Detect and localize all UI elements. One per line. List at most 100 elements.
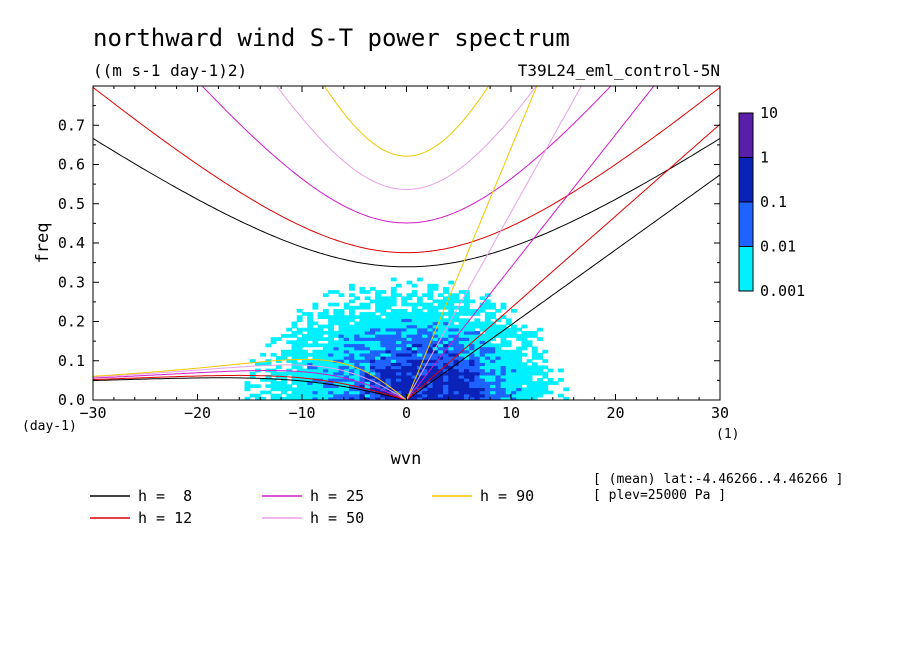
heat-cell xyxy=(422,334,428,338)
heat-cell xyxy=(411,352,418,357)
colorbar-segment xyxy=(738,201,754,247)
heat-cell xyxy=(317,315,324,319)
heat-cell xyxy=(317,368,324,373)
heat-cell xyxy=(411,305,418,310)
heat-cell xyxy=(380,359,387,363)
heat-cell xyxy=(312,368,319,373)
heat-cell xyxy=(416,368,423,373)
heat-cell xyxy=(484,384,491,389)
heat-cell xyxy=(443,334,449,338)
heat-cell xyxy=(416,302,423,307)
heat-cell xyxy=(469,390,476,395)
heat-cell xyxy=(396,378,402,382)
heat-cell xyxy=(469,362,476,367)
heat-cell xyxy=(385,324,392,329)
heat-cell xyxy=(359,362,366,367)
heat-cell xyxy=(249,371,256,376)
heat-cell xyxy=(427,371,434,376)
heat-cell xyxy=(338,343,345,348)
heat-cell xyxy=(281,384,287,389)
heat-cell xyxy=(511,396,517,400)
heat-cell xyxy=(406,324,413,329)
heat-cell xyxy=(458,381,465,385)
heat-cell xyxy=(302,381,308,385)
heat-cell xyxy=(463,343,470,348)
heat-cell xyxy=(369,381,376,385)
heat-cell xyxy=(328,327,334,332)
heat-cell xyxy=(349,346,355,351)
heat-cell xyxy=(343,337,350,341)
heat-cell xyxy=(401,299,408,304)
heat-cell xyxy=(359,330,366,335)
heat-cell xyxy=(484,343,491,348)
heat-cell xyxy=(322,324,329,329)
heat-cell xyxy=(317,327,324,332)
heat-cell xyxy=(458,378,465,382)
heat-cell xyxy=(474,318,481,323)
heat-cell xyxy=(453,343,460,348)
heat-cell xyxy=(302,340,308,345)
heat-cell xyxy=(521,343,528,348)
heat-cell xyxy=(380,371,387,376)
heat-cell xyxy=(390,340,397,345)
heat-cell xyxy=(437,340,444,345)
heat-cell xyxy=(521,393,528,398)
heat-cell xyxy=(474,387,481,392)
heat-cell xyxy=(411,330,418,335)
heat-cell xyxy=(328,343,334,348)
heat-cell xyxy=(317,324,324,329)
heat-cell xyxy=(390,343,397,348)
heat-cell xyxy=(401,371,408,376)
heat-cell xyxy=(416,337,423,341)
heat-cell xyxy=(432,340,439,345)
heat-cell xyxy=(343,318,350,323)
heat-cell xyxy=(286,327,293,332)
heat-cell xyxy=(448,381,455,385)
heat-cell xyxy=(354,343,361,348)
heat-cell xyxy=(490,305,496,310)
heat-cell xyxy=(265,390,272,395)
heat-cell xyxy=(359,343,366,348)
heat-cell xyxy=(521,334,528,338)
heat-cell xyxy=(474,396,481,400)
heat-cell xyxy=(375,359,381,363)
heat-cell xyxy=(526,393,533,398)
heat-cell xyxy=(427,384,434,389)
heat-cell xyxy=(448,330,455,335)
heat-cell xyxy=(364,343,371,348)
heat-cell xyxy=(380,393,387,398)
heat-cell xyxy=(505,374,512,379)
heat-cell xyxy=(385,371,392,376)
heat-cell xyxy=(369,359,376,363)
heat-cell xyxy=(260,378,267,382)
heat-cell xyxy=(437,349,444,354)
heat-cell xyxy=(542,371,549,376)
heat-cell xyxy=(516,374,523,379)
heat-cell xyxy=(531,390,538,395)
heat-cell xyxy=(453,330,460,335)
heat-cell xyxy=(307,343,314,348)
heat-cell xyxy=(484,349,491,354)
heat-cell xyxy=(338,359,345,363)
heat-cell xyxy=(401,378,408,382)
kelvin-curve xyxy=(406,174,720,400)
heat-cell xyxy=(531,387,538,392)
heat-cell xyxy=(349,393,355,398)
heat-cell xyxy=(500,337,507,341)
heat-cell xyxy=(328,315,334,319)
heat-cell xyxy=(453,387,460,392)
legend-label: h = 25 xyxy=(310,487,364,505)
heat-cell xyxy=(500,393,507,398)
heat-cell xyxy=(401,390,408,395)
heat-cell xyxy=(526,340,533,345)
heat-cell xyxy=(317,374,324,379)
heat-cell xyxy=(406,381,413,385)
heat-cell xyxy=(427,390,434,395)
heat-cell xyxy=(328,346,334,351)
heat-cell xyxy=(380,290,387,294)
heat-cell xyxy=(296,384,303,389)
heat-cell xyxy=(296,371,303,376)
heat-cell xyxy=(375,365,381,370)
rossby-curve xyxy=(93,374,407,400)
heat-cell xyxy=(495,318,502,323)
